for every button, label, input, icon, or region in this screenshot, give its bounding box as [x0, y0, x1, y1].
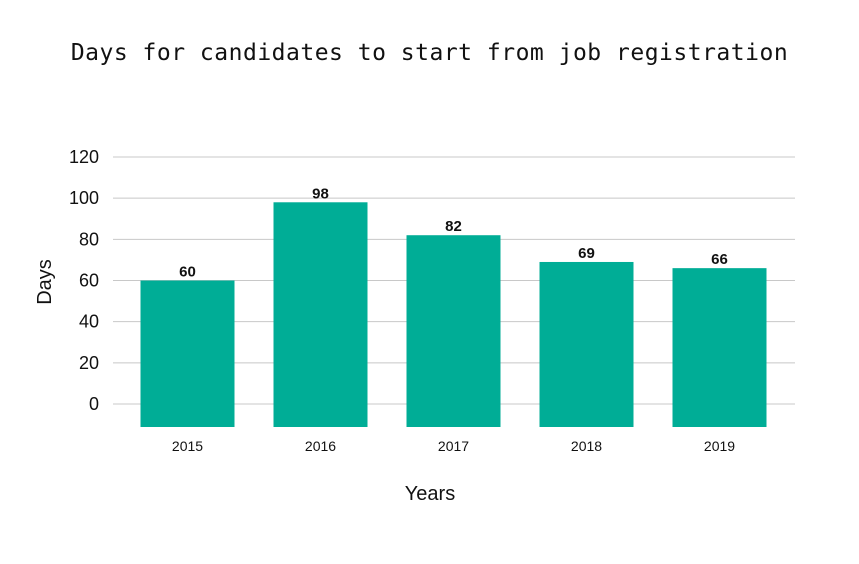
y-tick-label: 40 [79, 312, 99, 332]
data-labels: 60 98 82 69 66 [179, 185, 728, 280]
data-label-2016: 98 [312, 185, 329, 202]
bar-2018 [539, 261, 634, 427]
y-tick-label: 60 [79, 271, 99, 291]
data-label-2019: 66 [711, 251, 728, 268]
x-tick-label: 2016 [305, 438, 336, 454]
x-tick-label: 2019 [704, 438, 735, 454]
bar-2019 [672, 268, 767, 427]
bar-2015 [140, 280, 235, 427]
chart-title: Days for candidates to start from job re… [70, 40, 789, 66]
x-axis-title: Years [405, 483, 455, 505]
y-tick-label: 100 [69, 188, 99, 208]
data-label-2018: 69 [578, 245, 595, 262]
bar-2016 [273, 202, 368, 427]
x-tick-label: 2017 [438, 438, 469, 454]
data-label-2015: 60 [179, 264, 196, 281]
y-tick-label: 0 [89, 394, 99, 414]
y-tick-label: 20 [79, 353, 99, 373]
bar-2017 [406, 235, 501, 427]
x-axis-ticks: 2015 2016 2017 2018 2019 [172, 438, 735, 454]
data-label-2017: 82 [445, 218, 462, 235]
y-axis-ticks: 0 20 40 60 80 100 120 [69, 147, 99, 414]
y-tick-label: 120 [69, 147, 99, 167]
y-axis-title: Days [34, 259, 56, 305]
y-tick-label: 80 [79, 229, 99, 249]
bars [140, 202, 767, 427]
x-tick-label: 2018 [571, 438, 602, 454]
x-tick-label: 2015 [172, 438, 203, 454]
